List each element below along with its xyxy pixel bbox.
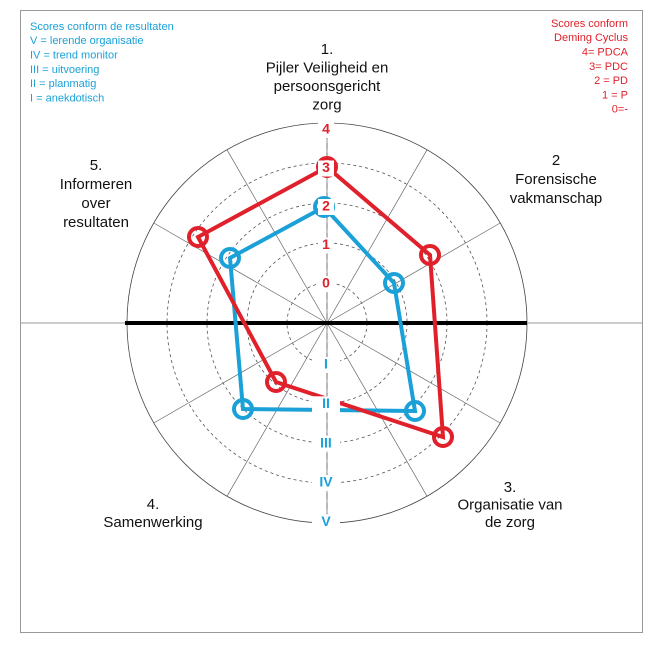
marker xyxy=(219,247,241,269)
marker xyxy=(404,400,426,422)
legend-right-line: 1 = P xyxy=(602,89,628,101)
axis-label: Samenwerking xyxy=(103,514,202,531)
marker xyxy=(419,244,441,266)
legend-right-line: 0=- xyxy=(612,104,629,116)
scale-bg xyxy=(318,199,334,215)
legend-right-line: Deming Cyclus xyxy=(554,32,628,44)
spoke xyxy=(153,222,328,324)
axis-label: Informeren xyxy=(60,176,133,193)
legend-left-line: II = planmatig xyxy=(30,78,96,90)
spoke xyxy=(226,149,328,324)
blue-markers xyxy=(219,196,426,422)
scale-red-label: 3 xyxy=(322,159,330,175)
scale-bg xyxy=(318,160,334,177)
legend-left-line: III = uitvoering xyxy=(30,64,99,76)
axis-label: over xyxy=(81,195,110,212)
axis-label: 1. xyxy=(321,41,334,58)
scale-bg xyxy=(312,396,340,413)
legend-left-line: Scores conform de resultaten xyxy=(30,21,174,33)
scale-red-label: 4 xyxy=(322,121,330,137)
scale-bg xyxy=(312,514,340,531)
scale-blue-label: V xyxy=(321,513,331,529)
scale-red-label: 2 xyxy=(322,198,330,214)
legend-right-line: Scores conform xyxy=(551,18,628,30)
scale-bg xyxy=(318,276,334,292)
marker xyxy=(232,398,254,420)
legend-right-line: 4= PDCA xyxy=(582,47,629,59)
marker xyxy=(187,226,209,248)
axis-label: vakmanschap xyxy=(510,190,603,207)
legend-left-line: IV = trend monitor xyxy=(30,50,118,62)
red-polygon xyxy=(195,164,446,440)
scale-blue-label: I xyxy=(324,356,328,372)
axis-label: 5. xyxy=(90,157,103,174)
legend-right-line: 2 = PD xyxy=(594,75,628,87)
axis-label: Pijler Veiligheid en xyxy=(266,59,389,76)
axis-label: zorg xyxy=(312,96,341,113)
axis-label: de zorg xyxy=(485,514,535,531)
legend-left-line: V = lerende organisatie xyxy=(30,35,143,47)
scale-blue-label: II xyxy=(322,395,330,411)
scale-blue-label: III xyxy=(320,434,332,450)
axis-label: 3. xyxy=(504,479,517,496)
axis-label: Organisatie van xyxy=(457,496,562,513)
legend-right-line: 3= PDC xyxy=(589,61,628,73)
scale-bg xyxy=(318,122,334,138)
spoke xyxy=(326,322,501,424)
axis-label: persoonsgericht xyxy=(274,78,382,95)
scale-bg xyxy=(312,474,340,491)
scale-bg xyxy=(312,357,340,373)
spoke xyxy=(326,149,428,324)
scale-bg xyxy=(312,435,340,452)
scale-red-label: 1 xyxy=(322,236,330,252)
marker xyxy=(432,426,454,448)
scale-red-label: 0 xyxy=(322,275,330,291)
spoke xyxy=(326,222,501,324)
scale-bg xyxy=(318,237,334,254)
axis-label: Forensische xyxy=(515,171,597,188)
axis-label: 2 xyxy=(552,152,560,169)
legend-left-line: I = anekdotisch xyxy=(30,92,104,104)
marker xyxy=(383,272,405,294)
scale-blue-label: IV xyxy=(319,474,333,490)
axis-label: 4. xyxy=(147,496,160,513)
axis-label: resultaten xyxy=(63,214,129,231)
marker xyxy=(265,371,287,393)
